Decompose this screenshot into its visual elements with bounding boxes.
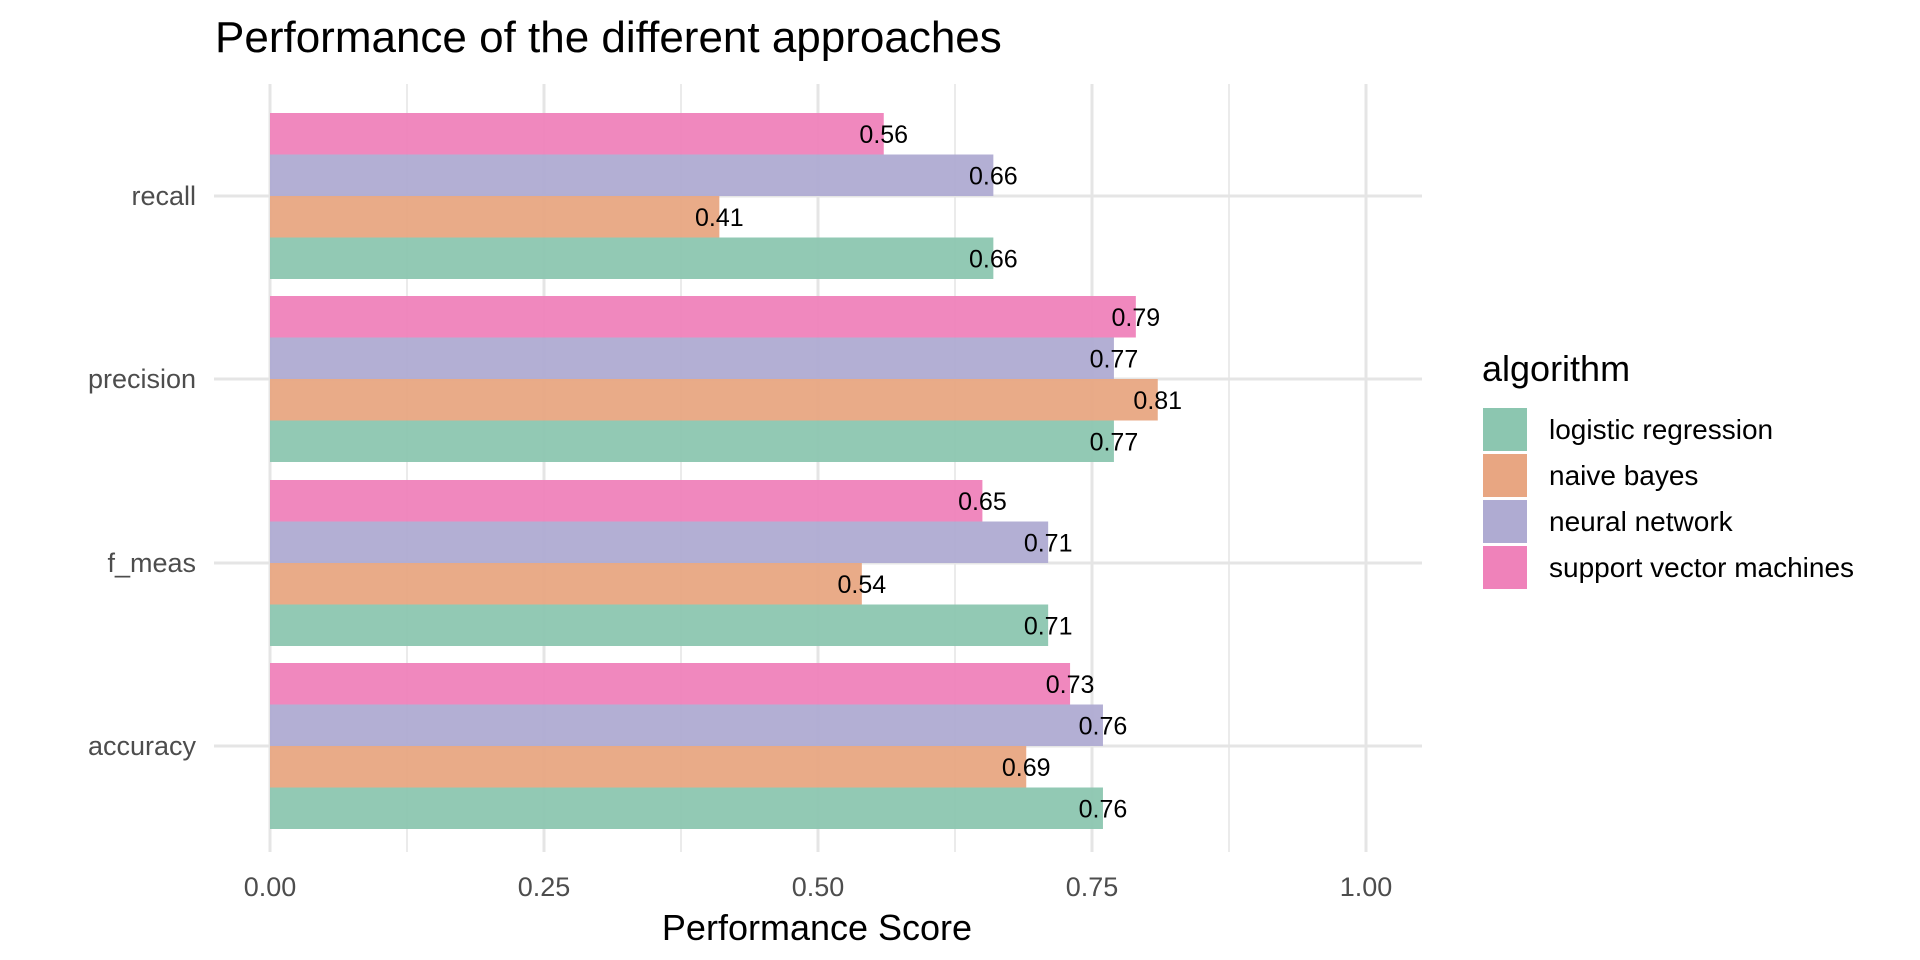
bar	[270, 196, 720, 238]
category-label: precision	[88, 364, 196, 394]
legend-label: naive bayes	[1549, 460, 1698, 491]
data-label: 0.66	[969, 162, 1018, 190]
legend-swatch	[1483, 500, 1527, 543]
legend-label: support vector machines	[1549, 552, 1854, 583]
bar	[270, 604, 1049, 646]
bar-layer	[270, 113, 1158, 829]
bar	[270, 337, 1114, 379]
data-label: 0.76	[1079, 712, 1128, 740]
bar	[270, 746, 1027, 788]
data-label: 0.79	[1112, 304, 1161, 332]
bar	[270, 704, 1103, 746]
legend-label: neural network	[1549, 506, 1734, 537]
data-label: 0.81	[1133, 387, 1182, 415]
legend-items: logistic regression naive bayes neural net…	[1483, 408, 1854, 589]
legend: algorithm logistic regression naive bayes…	[1482, 348, 1854, 589]
data-label: 0.65	[958, 488, 1007, 516]
bar	[270, 113, 884, 155]
data-label: 0.54	[838, 571, 887, 599]
chart-title: Performance of the different approaches	[215, 13, 1002, 62]
data-label: 0.41	[695, 204, 744, 232]
data-label: 0.66	[969, 245, 1018, 273]
bar	[270, 787, 1103, 829]
data-label: 0.73	[1046, 671, 1095, 699]
x-tick-label: 0.25	[518, 872, 571, 902]
x-tick-label: 0.00	[244, 872, 297, 902]
bar	[270, 154, 994, 196]
x-axis-title: Performance Score	[662, 907, 972, 948]
legend-label: logistic regression	[1549, 414, 1773, 445]
x-tick-label: 0.75	[1066, 872, 1119, 902]
legend-swatch	[1483, 546, 1527, 589]
bar	[270, 521, 1049, 563]
data-label: 0.76	[1079, 795, 1128, 823]
bar	[270, 296, 1136, 338]
bar	[270, 379, 1158, 421]
data-label: 0.71	[1024, 612, 1073, 640]
category-label: f_meas	[107, 548, 196, 578]
bar	[270, 480, 983, 522]
data-label-layer: 0.66 0.41 0.66 0.56 0.77 0.81 0.77 0.79 0.71 0.54…	[695, 121, 1182, 824]
x-tick-label: 1.00	[1340, 872, 1393, 902]
legend-swatch	[1483, 408, 1527, 451]
bar	[270, 420, 1114, 462]
bar	[270, 663, 1071, 705]
legend-swatch	[1483, 454, 1527, 497]
data-label: 0.77	[1090, 345, 1139, 373]
data-label: 0.77	[1090, 428, 1139, 456]
data-label: 0.69	[1002, 754, 1051, 782]
data-label: 0.56	[859, 121, 908, 149]
data-label: 0.71	[1024, 529, 1073, 557]
category-label: recall	[131, 181, 196, 211]
category-label: accuracy	[88, 731, 197, 761]
bar	[270, 563, 862, 605]
legend-title: algorithm	[1482, 348, 1630, 389]
axis-layer: 0.00 0.25 0.50 0.75 1.00 recall precision f_mea…	[88, 181, 1392, 902]
bar	[270, 237, 994, 279]
x-tick-label: 0.50	[792, 872, 845, 902]
